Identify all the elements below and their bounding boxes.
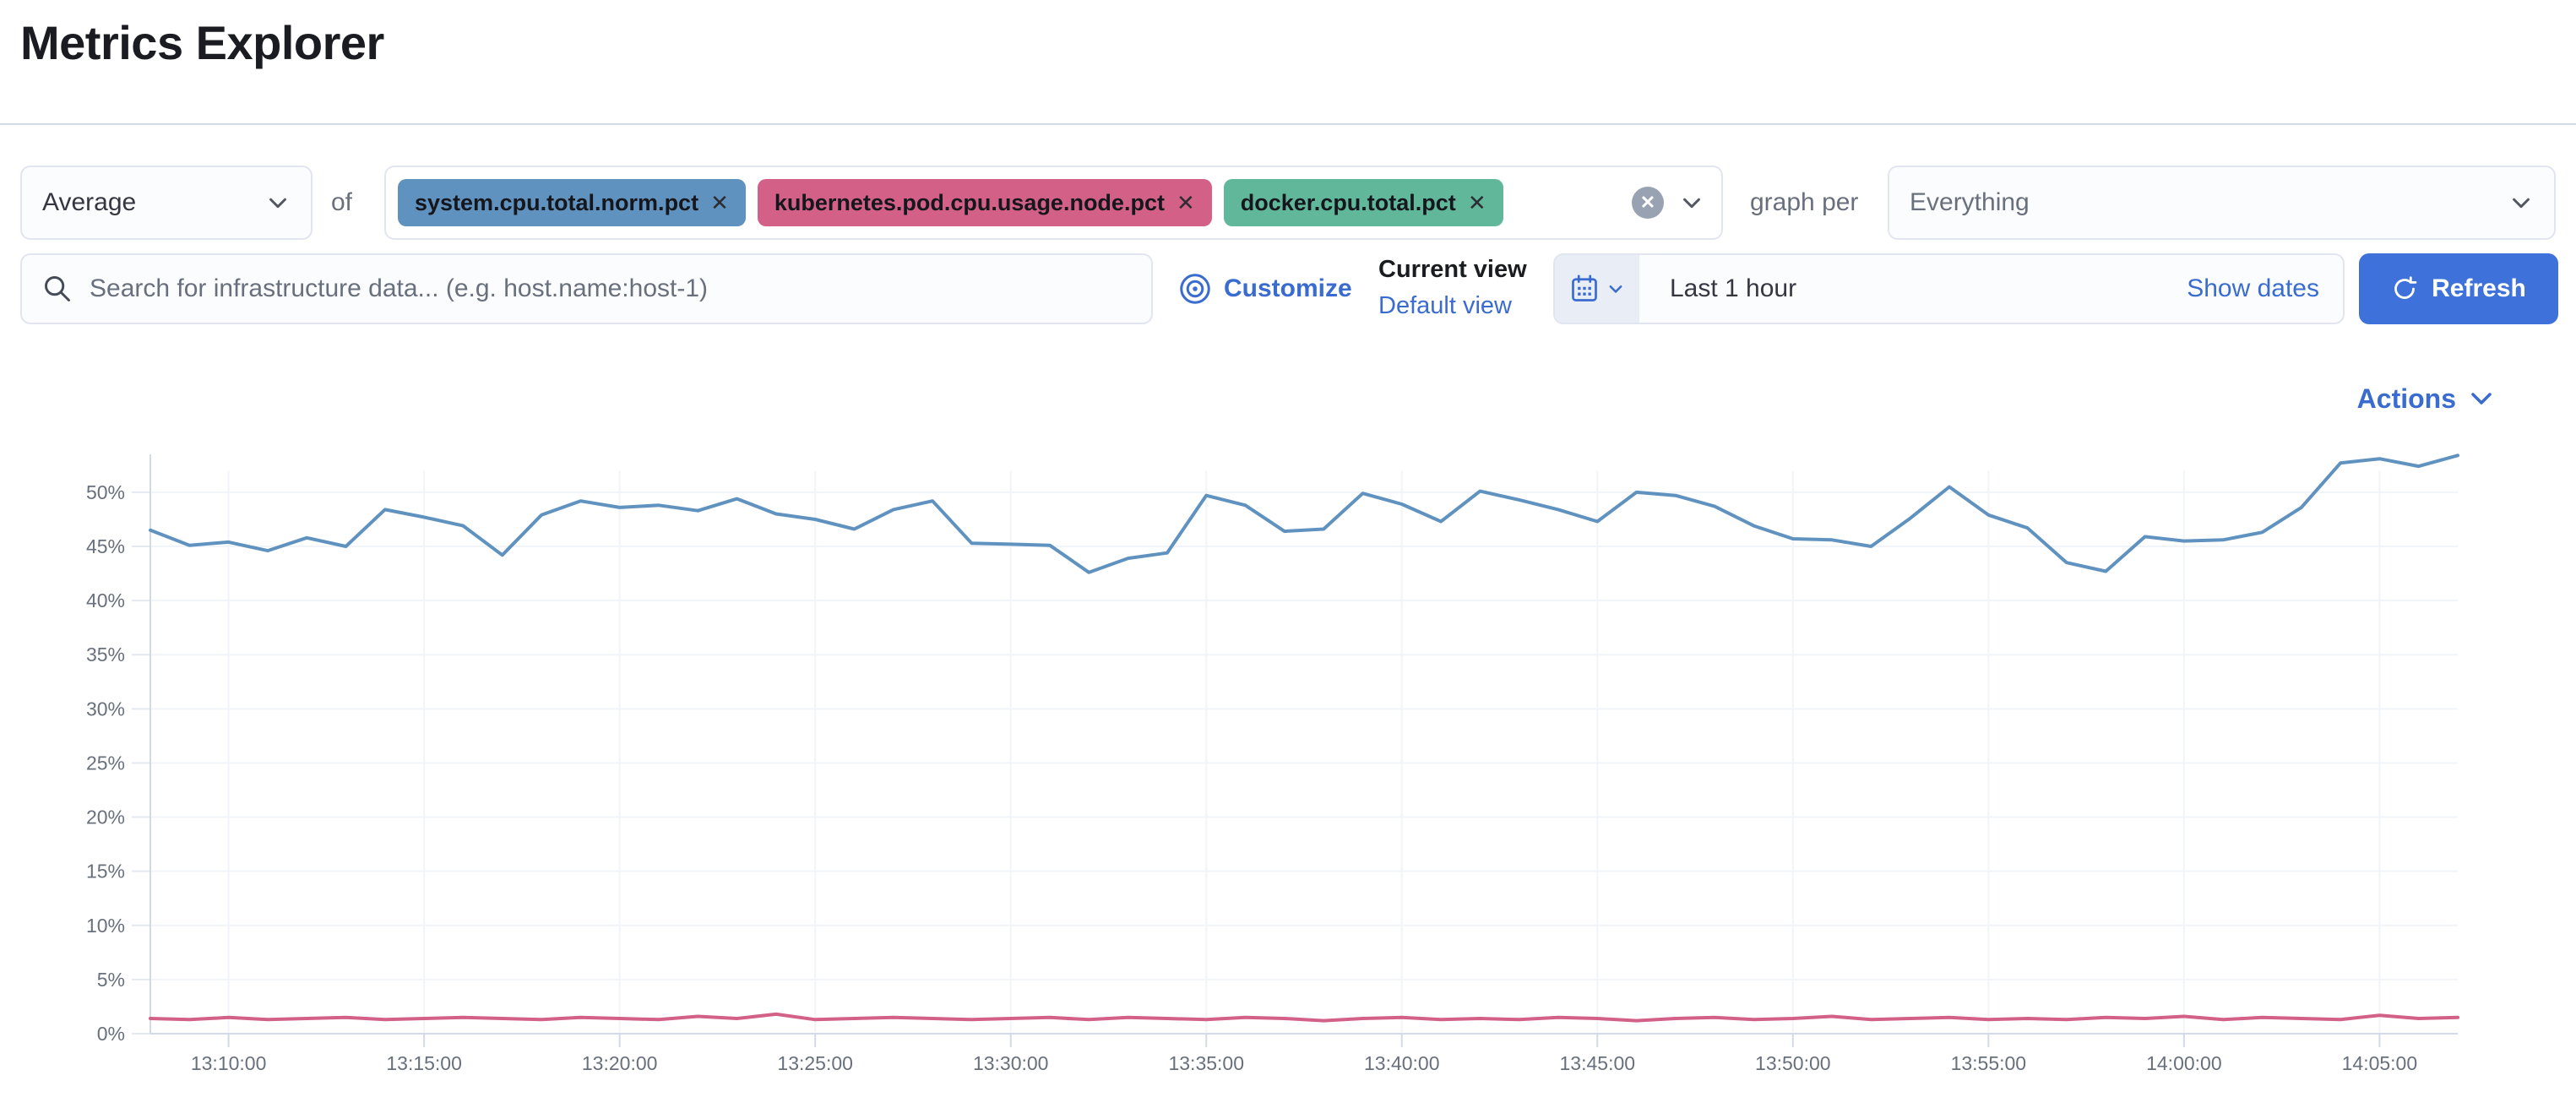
svg-text:20%: 20% (86, 807, 125, 828)
svg-text:13:45:00: 13:45:00 (1560, 1052, 1636, 1074)
calendar-icon (1572, 274, 1597, 301)
svg-text:0%: 0% (97, 1023, 125, 1045)
actions-label: Actions (2356, 383, 2456, 414)
svg-text:14:00:00: 14:00:00 (2146, 1052, 2222, 1074)
graph-per-value: Everything (1910, 188, 2030, 216)
refresh-label: Refresh (2432, 274, 2526, 302)
svg-text:13:30:00: 13:30:00 (973, 1052, 1049, 1074)
svg-text:13:20:00: 13:20:00 (582, 1052, 658, 1074)
metrics-combobox[interactable]: system.cpu.total.norm.pct ✕ kubernetes.p… (384, 166, 1723, 240)
svg-text:13:40:00: 13:40:00 (1364, 1052, 1440, 1074)
aggregation-value: Average (42, 188, 137, 216)
remove-metric-icon[interactable]: ✕ (710, 190, 729, 215)
metric-pill[interactable]: system.cpu.total.norm.pct ✕ (398, 179, 746, 226)
header-divider (0, 123, 2576, 125)
current-view-label: Current view (1378, 256, 1527, 283)
metric-pill-label: kubernetes.pod.cpu.usage.node.pct (774, 189, 1165, 215)
metric-pill-label: system.cpu.total.norm.pct (415, 189, 699, 215)
page-title: Metrics Explorer (20, 16, 384, 69)
metric-pill[interactable]: docker.cpu.total.pct ✕ (1223, 179, 1503, 226)
date-picker[interactable]: Last 1 hour Show dates (1553, 253, 2345, 324)
time-quick-select-button[interactable] (1555, 255, 1639, 323)
search-input[interactable] (90, 274, 1131, 303)
chevron-down-icon (1606, 280, 1625, 298)
svg-text:13:10:00: 13:10:00 (191, 1052, 267, 1074)
graph-per-select[interactable]: Everything (1888, 166, 2556, 240)
svg-text:30%: 30% (86, 698, 125, 720)
search-box[interactable] (20, 253, 1153, 324)
svg-text:35%: 35% (86, 644, 125, 665)
customize-label: Customize (1224, 274, 1352, 302)
svg-text:13:15:00: 13:15:00 (386, 1052, 462, 1074)
remove-metric-icon[interactable]: ✕ (1176, 190, 1195, 215)
chevron-down-icon[interactable] (1679, 190, 1704, 215)
aggregation-select[interactable]: Average (20, 166, 312, 240)
svg-text:10%: 10% (86, 915, 125, 937)
svg-text:14:05:00: 14:05:00 (2342, 1052, 2418, 1074)
default-view-link[interactable]: Default view (1378, 292, 1512, 319)
customize-button[interactable]: Customize (1178, 253, 1352, 324)
search-icon (45, 276, 70, 301)
bullseye-icon (1180, 274, 1210, 304)
chevron-down-icon (2508, 190, 2534, 215)
svg-text:13:35:00: 13:35:00 (1168, 1052, 1244, 1074)
metrics-chart[interactable]: 13:10:00 13:15:00 13:20:00 13:25:00 13:30:00… (0, 435, 2576, 1102)
svg-text:25%: 25% (86, 752, 125, 774)
clear-all-icon[interactable]: ✕ (1632, 187, 1664, 219)
refresh-button[interactable]: Refresh (2359, 253, 2558, 324)
svg-text:50%: 50% (86, 481, 125, 503)
chevron-down-icon (2468, 385, 2495, 412)
of-label: of (331, 188, 353, 216)
svg-text:45%: 45% (86, 535, 125, 557)
refresh-icon (2394, 276, 2417, 299)
svg-text:5%: 5% (97, 969, 125, 991)
actions-menu-button[interactable]: Actions (2357, 377, 2495, 421)
show-dates-link[interactable]: Show dates (2187, 274, 2319, 302)
svg-text:13:25:00: 13:25:00 (777, 1052, 853, 1074)
metric-pill[interactable]: kubernetes.pod.cpu.usage.node.pct ✕ (757, 179, 1212, 226)
time-range-value[interactable]: Last 1 hour (1670, 274, 1797, 302)
remove-metric-icon[interactable]: ✕ (1467, 190, 1486, 215)
svg-text:13:55:00: 13:55:00 (1951, 1052, 2027, 1074)
graph-per-label: graph per (1750, 188, 1859, 216)
svg-text:15%: 15% (86, 861, 125, 883)
svg-text:40%: 40% (86, 589, 125, 611)
metric-pill-label: docker.cpu.total.pct (1240, 189, 1456, 215)
chevron-down-icon (265, 190, 291, 215)
svg-text:13:50:00: 13:50:00 (1755, 1052, 1831, 1074)
view-selector: Current view Default view (1378, 252, 1539, 324)
